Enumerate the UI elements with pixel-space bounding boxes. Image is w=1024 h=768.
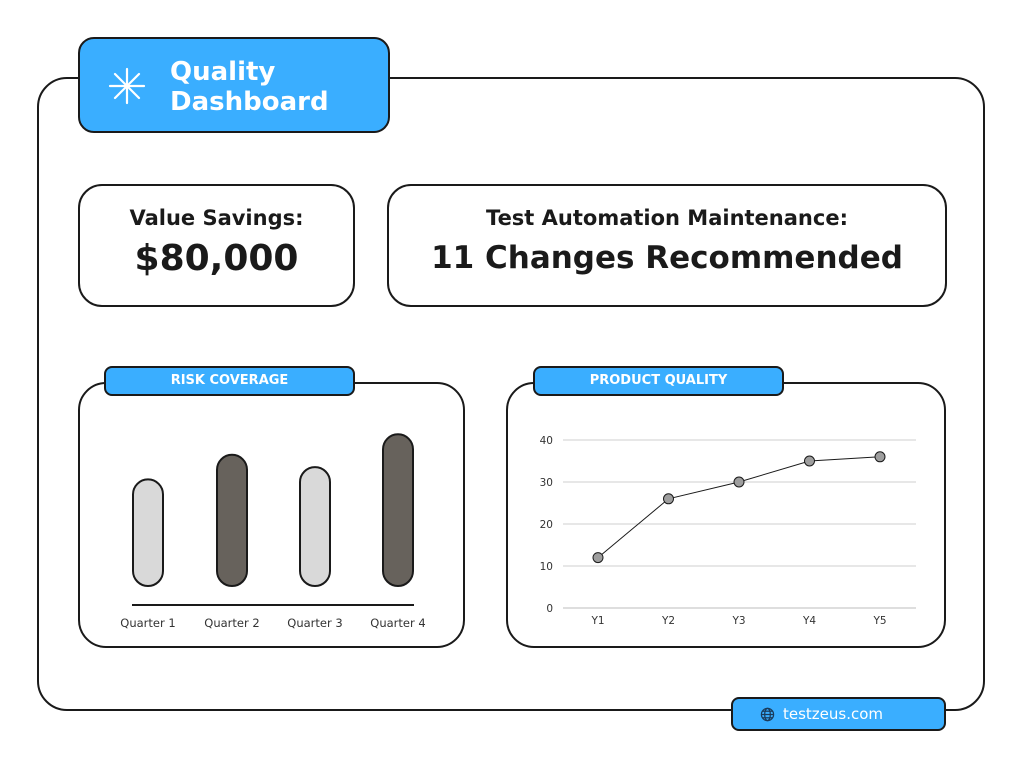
series-line <box>597 456 881 558</box>
website-url[interactable]: testzeus.com <box>783 705 884 723</box>
value-savings-amount: $80,000 <box>134 238 299 279</box>
y-tick-label: 10 <box>540 561 553 573</box>
dashboard-title-tab: Quality Dashboard <box>78 37 390 133</box>
bar-quarter-4 <box>382 433 414 587</box>
risk-coverage-title: RISK COVERAGE <box>104 366 355 396</box>
y-tick-label: 30 <box>540 477 553 489</box>
data-point-y4 <box>804 455 815 467</box>
value-savings-label: Value Savings: <box>129 206 304 230</box>
data-point-y3 <box>733 476 745 488</box>
maintenance-label: Test Automation Maintenance: <box>486 206 848 230</box>
maintenance-card: Test Automation Maintenance: 11 Changes … <box>387 184 947 307</box>
maintenance-value: 11 Changes Recommended <box>431 240 903 276</box>
x-tick-label: Y2 <box>661 615 675 627</box>
product-quality-chart: 0 10 20 30 40 Y1 Y2 Y3 Y4 Y5 <box>540 435 916 627</box>
website-link[interactable]: testzeus.com <box>731 697 946 731</box>
risk-coverage-panel: Quarter 1 Quarter 2 Quarter 3 Quarter 4 <box>78 382 465 648</box>
x-tick-label: Y4 <box>802 615 816 627</box>
data-point-y2 <box>663 493 674 505</box>
x-tick-label: Quarter 3 <box>287 616 342 630</box>
x-tick-label: Y1 <box>590 615 604 627</box>
y-tick-label: 40 <box>540 435 553 447</box>
x-tick-label: Y3 <box>731 615 745 627</box>
x-tick-label: Quarter 4 <box>370 616 425 630</box>
page-title: Quality Dashboard <box>170 57 329 117</box>
risk-coverage-chart: Quarter 1 Quarter 2 Quarter 3 Quarter 4 <box>120 433 426 630</box>
x-tick-label: Quarter 2 <box>204 616 259 630</box>
sparkle-icon <box>108 67 146 105</box>
x-tick-label: Y5 <box>872 615 886 627</box>
product-quality-title: PRODUCT QUALITY <box>533 366 784 396</box>
product-quality-panel: 0 10 20 30 40 Y1 Y2 Y3 Y4 Y5 <box>506 382 946 648</box>
value-savings-card: Value Savings: $80,000 <box>78 184 355 307</box>
bar-quarter-2 <box>216 453 248 587</box>
data-point-y1 <box>592 552 604 564</box>
globe-icon <box>760 707 775 722</box>
y-tick-label: 0 <box>546 603 553 615</box>
dashboard-frame <box>37 77 985 711</box>
bar-quarter-3 <box>299 466 331 587</box>
x-tick-label: Quarter 1 <box>120 616 175 630</box>
data-point-y5 <box>874 451 886 463</box>
bar-quarter-1 <box>132 478 164 587</box>
y-tick-label: 20 <box>540 519 553 531</box>
